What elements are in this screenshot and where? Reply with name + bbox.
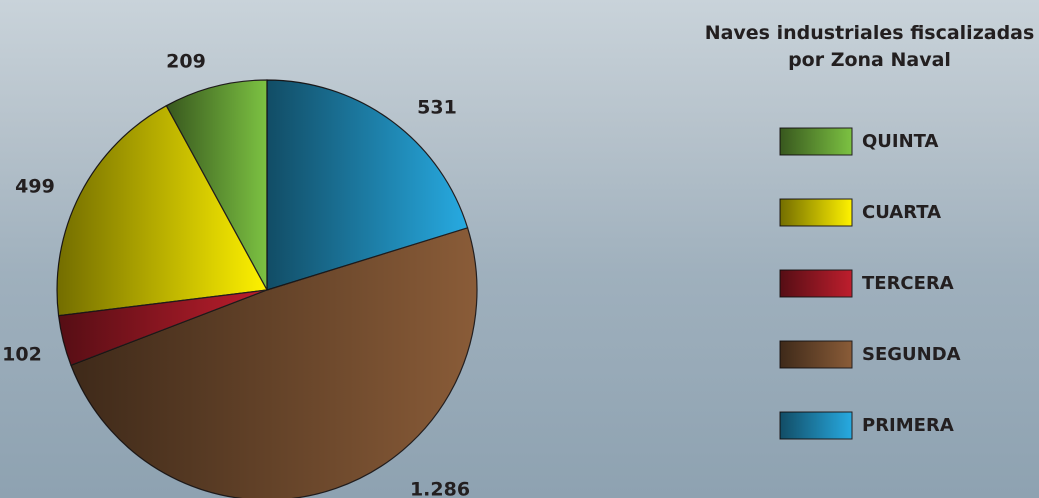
legend-label: TERCERA bbox=[862, 273, 954, 294]
chart-title: Naves industriales fiscalizadas por Zona… bbox=[704, 22, 1035, 71]
data-label: 102 bbox=[2, 344, 42, 366]
legend-swatch-shade bbox=[780, 412, 852, 439]
slice-shade bbox=[70, 227, 477, 498]
legend-swatch-shade bbox=[780, 341, 852, 368]
legend-swatch-shade bbox=[780, 128, 852, 155]
legend-label: QUINTA bbox=[862, 131, 939, 152]
legend-swatch-shade bbox=[780, 270, 852, 297]
data-label: 531 bbox=[417, 97, 457, 119]
legend-label: PRIMERA bbox=[862, 415, 954, 436]
slice-shade bbox=[166, 80, 267, 290]
data-label: 209 bbox=[166, 51, 206, 73]
slice-shade bbox=[58, 290, 267, 366]
legend-swatch-shade bbox=[780, 199, 852, 226]
slice-shade bbox=[267, 80, 468, 290]
slice-shade bbox=[57, 105, 267, 316]
data-label: 499 bbox=[15, 176, 55, 198]
legend-label: CUARTA bbox=[862, 202, 941, 223]
data-label: 1.286 bbox=[410, 479, 470, 498]
legend-label: SEGUNDA bbox=[862, 344, 961, 365]
